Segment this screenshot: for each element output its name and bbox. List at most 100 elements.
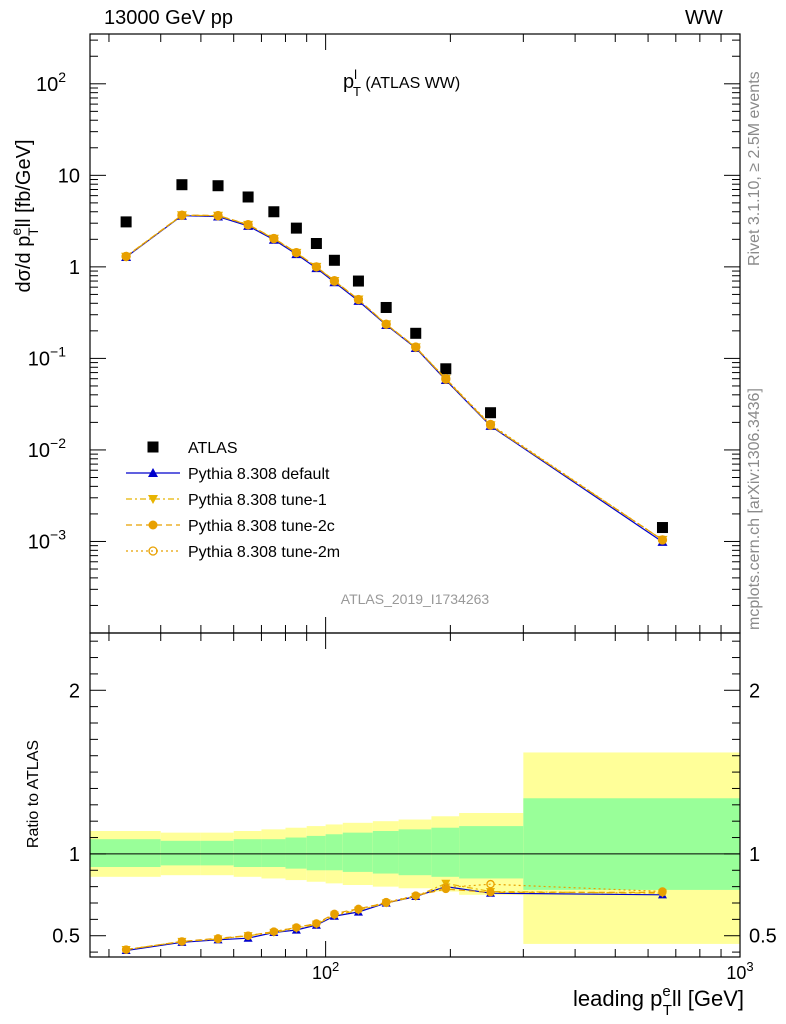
ratio-point bbox=[312, 919, 321, 928]
ratio-inner-band-bin bbox=[325, 834, 343, 871]
ratio-inner-band-bin bbox=[200, 840, 234, 866]
ratio-y-tick-label: 1 bbox=[69, 844, 80, 866]
y-tick-label: 10−1 bbox=[28, 343, 66, 370]
data-point bbox=[176, 179, 188, 191]
ratio-point bbox=[213, 934, 223, 944]
data-point bbox=[212, 180, 224, 192]
ratio-inner-band-bin bbox=[459, 826, 524, 879]
ratio-y-ticks bbox=[90, 640, 740, 953]
data-point bbox=[120, 216, 132, 228]
ratio-y-tick-label-right: 0.5 bbox=[749, 926, 777, 948]
data-point bbox=[380, 301, 392, 313]
legend-marker bbox=[148, 520, 158, 530]
ratio-inner-band-bin bbox=[261, 839, 286, 867]
ratio-inner-band-bin bbox=[342, 832, 373, 872]
ratio-point bbox=[381, 897, 391, 907]
series-line bbox=[126, 882, 663, 951]
y-tick-label: 10−2 bbox=[28, 435, 66, 462]
ratio-inner-band-bin bbox=[160, 840, 201, 866]
legend-label: ATLAS bbox=[188, 440, 238, 457]
data-point bbox=[177, 210, 187, 220]
main-series-atlas bbox=[120, 179, 668, 534]
ratio-inner-band-bin bbox=[431, 827, 460, 877]
data-point bbox=[485, 419, 496, 430]
ratio-y-tick-label: 2 bbox=[69, 680, 80, 702]
ratio-point bbox=[312, 919, 321, 928]
ratio-point bbox=[658, 887, 667, 896]
data-point bbox=[269, 233, 279, 244]
main-y-ticks bbox=[90, 39, 740, 634]
data-point bbox=[441, 374, 451, 384]
legend: ATLAS Pythia 8.308 default Pythia 8.308 tu… bbox=[126, 440, 340, 561]
analysis-watermark: ATLAS_2019_I1734263 bbox=[341, 591, 490, 607]
header-left-label: 13000 GeV pp bbox=[104, 7, 233, 29]
legend-label: Pythia 8.308 tune-2m bbox=[188, 544, 340, 561]
legend-item: Pythia 8.308 tune-2m bbox=[126, 544, 340, 561]
legend-marker bbox=[147, 441, 159, 453]
ratio-point bbox=[269, 927, 279, 936]
legend-label: Pythia 8.308 tune-2c bbox=[188, 518, 335, 535]
legend-marker bbox=[148, 468, 158, 477]
x-axis-ticks bbox=[108, 34, 741, 957]
data-point bbox=[381, 319, 391, 329]
data-point bbox=[311, 262, 322, 272]
ratio-y-tick-label-right: 1 bbox=[749, 844, 760, 866]
ratio-inner-band-bin bbox=[90, 839, 161, 867]
data-point bbox=[213, 211, 223, 221]
data-point bbox=[440, 363, 452, 375]
ratio-point bbox=[121, 945, 131, 954]
x-tick-label: 103 bbox=[726, 959, 753, 983]
data-point bbox=[291, 247, 302, 258]
data-point bbox=[352, 275, 364, 287]
ratio-point bbox=[486, 879, 495, 889]
data-point bbox=[290, 222, 302, 234]
data-point bbox=[243, 220, 253, 230]
ratio-inner-band-bin bbox=[372, 831, 399, 874]
legend-item: ATLAS bbox=[147, 440, 238, 457]
ratio-y-tick-label-right: 2 bbox=[749, 680, 760, 702]
data-point bbox=[353, 294, 364, 305]
header-right-label: WW bbox=[685, 7, 723, 29]
legend-label: Pythia 8.308 default bbox=[188, 466, 330, 483]
data-point bbox=[310, 238, 322, 250]
ratio-inner-band-bin bbox=[306, 835, 326, 871]
ratio-bands bbox=[90, 752, 740, 944]
data-point bbox=[121, 251, 131, 262]
ratio-point bbox=[269, 927, 278, 936]
data-point bbox=[242, 191, 254, 203]
legend-marker bbox=[148, 546, 158, 556]
ratio-plot-frame bbox=[89, 632, 741, 958]
ratio-y-tick-label: 0.5 bbox=[52, 926, 80, 948]
data-point bbox=[485, 407, 497, 419]
y-tick-label: 10 bbox=[58, 165, 80, 187]
ratio-point bbox=[354, 905, 363, 914]
data-point bbox=[329, 276, 340, 286]
ratio-point bbox=[244, 931, 253, 940]
main-y-axis-label: dσ/d peTll [fb/GeV] bbox=[8, 140, 41, 293]
chart-title: pl T (ATLAS WW) bbox=[343, 67, 460, 99]
main-series-pythia-8-308-tune-2m bbox=[121, 210, 668, 545]
data-point bbox=[268, 206, 280, 218]
ratio-point bbox=[177, 937, 187, 946]
ratio-y-axis-label: Ratio to ATLAS bbox=[25, 740, 42, 848]
y-tick-label: 10−3 bbox=[28, 526, 66, 553]
ratio-inner-band-bin bbox=[233, 839, 262, 867]
y-tick-label: 1 bbox=[69, 257, 80, 279]
series-line bbox=[126, 888, 663, 951]
ratio-point bbox=[330, 910, 339, 919]
legend-item: Pythia 8.308 default bbox=[126, 466, 330, 483]
y-tick-label: 102 bbox=[36, 69, 66, 96]
legend-marker bbox=[148, 495, 158, 504]
legend-item: Pythia 8.308 tune-2c bbox=[126, 518, 335, 535]
data-point bbox=[411, 342, 421, 352]
ratio-point bbox=[411, 891, 420, 900]
ratio-point bbox=[243, 931, 253, 940]
data-point bbox=[121, 251, 131, 261]
x-tick-label: 102 bbox=[312, 959, 339, 983]
x-axis-label: leading pe Tll [GeV] bbox=[573, 983, 744, 1019]
ratio-inner-band-bin bbox=[285, 837, 307, 869]
legend-item: Pythia 8.308 tune-1 bbox=[126, 492, 327, 509]
ratio-point bbox=[486, 888, 495, 897]
ratio-inner-band-bin bbox=[398, 829, 432, 876]
